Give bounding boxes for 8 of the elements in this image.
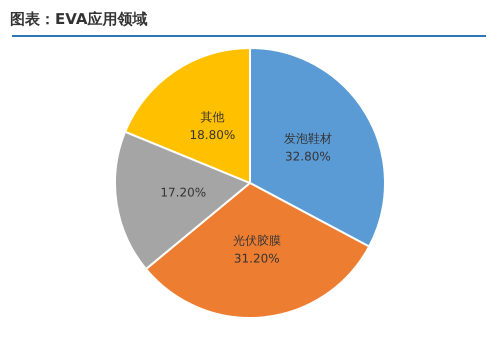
data-label: 31.20% [234, 251, 280, 266]
slice-label: 其他 [200, 110, 224, 124]
data-label: 32.80% [285, 149, 331, 164]
slice-label: 发泡鞋材 [284, 131, 332, 146]
slice-label: 光伏胶膜 [232, 233, 281, 248]
chart-title: 图表：EVA应用领域 [9, 9, 148, 30]
data-label: 18.80% [190, 128, 236, 142]
data-label: 17.20% [160, 185, 206, 200]
